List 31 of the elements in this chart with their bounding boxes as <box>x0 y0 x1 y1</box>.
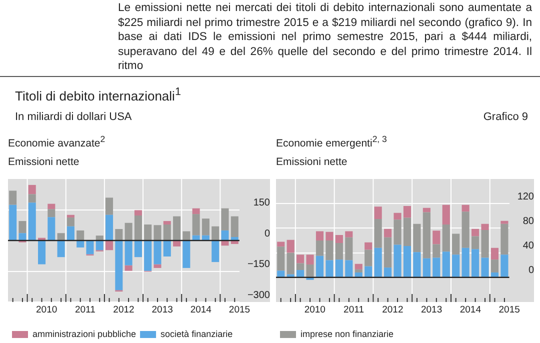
y-tick-label: 150 <box>253 197 270 208</box>
chart-subtitle: Emissioni nette <box>276 154 348 168</box>
x-tick-label: 2011 <box>74 304 96 315</box>
text: Grafico 9 <box>483 111 528 123</box>
chart-subtitle: Emissioni nette <box>8 154 80 168</box>
y-tick-label: 0 <box>528 264 534 276</box>
x-tick-label: 2015 <box>498 304 520 315</box>
legend-label: imprese non finanziarie <box>300 328 394 338</box>
text: Le emissioni nette nei mercati dei titoli di debito internazionali sono aumentate a $225 miliardi nel primo trimestre 2015 e a $219 miliardi nel secondo (grafico 9). In base ai dati IDS le emissioni nel primo semestre 2015, pari a $444 miliardi, superavano del 49 e del 26% quelle del secondo e del primo trimestre 2014. Il ritmo <box>118 1 532 74</box>
x-tick-label: 2014 <box>460 304 481 315</box>
x-tick-label: 2013 <box>152 304 173 315</box>
x-tick-label: 2011 <box>344 304 364 315</box>
x-tick-label: 2010 <box>36 304 58 315</box>
legend-label: amministrazioni pubbliche <box>32 328 136 338</box>
text: Titoli di debito internazionali$^{1}$ <box>15 86 181 104</box>
x-tick-label: 2010 <box>304 304 326 315</box>
chart-title: Economie avanzate$^{2}$ <box>8 133 106 150</box>
x-tick-label: 2013 <box>420 304 442 315</box>
legend-label: società finanziarie <box>160 328 233 338</box>
y-tick-label: −300 <box>247 289 270 300</box>
y-tick-label: 40 <box>522 240 534 252</box>
x-tick-label: 2012 <box>113 304 134 315</box>
y-tick-label: 120 <box>517 190 534 202</box>
chart-title: Economie emergenti$^{2, 3}$ <box>276 133 388 150</box>
text: In miliardi di dollari USA <box>15 111 132 123</box>
y-tick-label: −150 <box>247 258 270 270</box>
y-tick-label: 80 <box>522 215 534 226</box>
y-tick-label: 0 <box>264 228 270 239</box>
x-tick-label: 2014 <box>190 304 212 315</box>
x-tick-label: 2015 <box>228 304 250 315</box>
x-tick-label: 2012 <box>382 304 404 315</box>
